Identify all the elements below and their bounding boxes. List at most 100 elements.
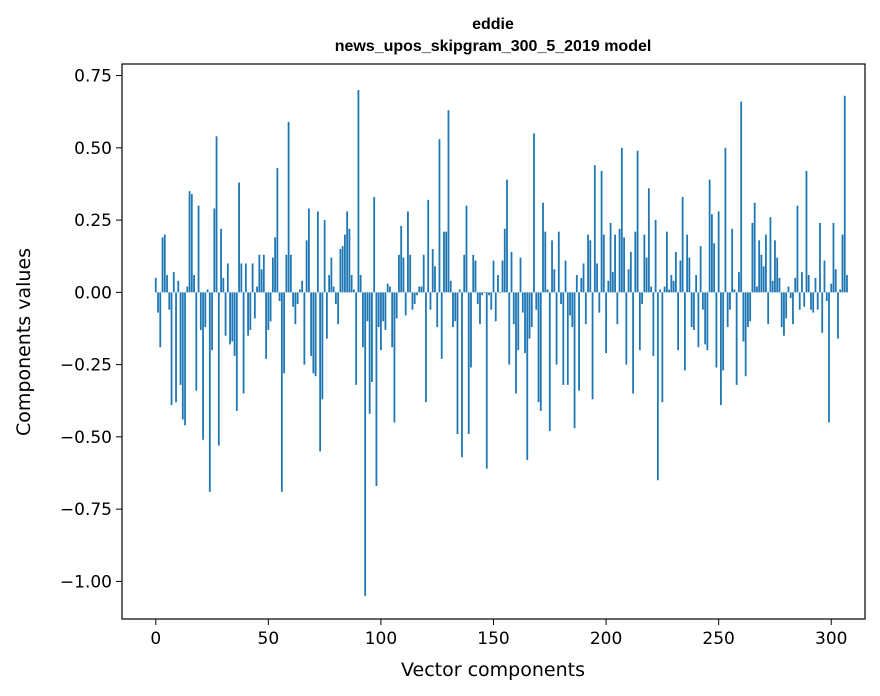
bar-222	[654, 220, 657, 293]
bar-254	[726, 292, 729, 328]
bar-122	[429, 292, 432, 310]
bar-170	[537, 292, 540, 403]
bar-244	[704, 292, 707, 345]
bar-28	[217, 292, 220, 446]
bar-150	[492, 260, 495, 293]
bar-90	[357, 90, 360, 293]
bar-69	[310, 292, 313, 356]
bar-67	[305, 240, 308, 293]
bar-62	[294, 292, 297, 325]
bar-15	[188, 191, 191, 293]
bar-98	[375, 292, 378, 487]
bar-306	[843, 95, 846, 293]
bar-25	[211, 292, 213, 351]
y-tick-label: 0.75	[74, 67, 112, 87]
bar-40	[244, 263, 247, 293]
bar-231	[674, 251, 677, 293]
y-tick-label: −0.50	[60, 428, 112, 448]
bar-196	[596, 263, 598, 293]
bar-181	[562, 292, 565, 385]
bar-126	[438, 139, 441, 293]
y-axis: 0.75 0.50 0.25 0.00 −0.25 −0.50 −0.75 −1.00	[60, 67, 122, 592]
bar-43	[251, 263, 254, 293]
bar-199	[602, 234, 605, 293]
bar-50	[267, 292, 270, 330]
bar-82	[339, 249, 342, 293]
bar-93	[364, 292, 367, 596]
bar-192	[587, 234, 589, 293]
bar-263	[747, 292, 749, 328]
bar-61	[292, 292, 295, 307]
bar-118	[420, 286, 423, 293]
bar-167	[530, 292, 533, 328]
bar-76	[325, 292, 328, 339]
bar-84	[344, 234, 346, 293]
bar-265	[751, 222, 754, 293]
bar-245	[706, 292, 709, 351]
bar-294	[816, 292, 819, 310]
bar-198	[600, 170, 603, 293]
bar-302	[834, 269, 837, 293]
bar-112	[407, 211, 409, 293]
bar-188	[578, 292, 580, 391]
bar-258	[735, 292, 738, 385]
bar-27	[215, 136, 218, 293]
bar-184	[569, 292, 571, 316]
bar-234	[681, 196, 684, 293]
bar-262	[744, 292, 747, 377]
bar-134	[456, 292, 459, 434]
bar-166	[528, 292, 531, 339]
bar-1	[157, 292, 159, 313]
bar-260	[740, 101, 743, 293]
bar-305	[841, 234, 844, 293]
bar-21	[202, 292, 204, 440]
bar-136	[461, 292, 463, 458]
plot-frame	[121, 63, 866, 620]
bar-4	[163, 234, 166, 293]
x-tick-label: 150	[477, 629, 509, 649]
bar-55	[278, 292, 281, 302]
bar-125	[436, 292, 439, 328]
bar-127	[440, 292, 443, 359]
bar-7	[170, 292, 173, 406]
bar-102	[384, 292, 387, 330]
bar-81	[337, 292, 340, 325]
bar-141	[472, 254, 475, 293]
bar-227	[665, 231, 668, 293]
bar-190	[582, 263, 585, 293]
bar-8	[172, 272, 175, 293]
bar-267	[756, 286, 758, 293]
bar-292	[812, 292, 815, 313]
bar-236	[686, 234, 689, 293]
bar-202	[609, 222, 612, 293]
bar-270	[762, 266, 765, 293]
bar-169	[535, 292, 538, 310]
bar-276	[776, 257, 779, 293]
y-tick-label: −0.25	[60, 356, 112, 376]
bar-249	[715, 292, 718, 368]
bar-230	[672, 280, 675, 293]
x-tick-label: 0	[150, 629, 161, 649]
bar-68	[307, 208, 310, 293]
bar-259	[738, 272, 740, 293]
bar-159	[512, 292, 515, 325]
bar-115	[413, 292, 416, 304]
bar-137	[463, 254, 466, 293]
bar-30	[222, 277, 225, 293]
bar-296	[821, 292, 824, 333]
bar-282	[789, 292, 792, 299]
bar-121	[427, 199, 430, 293]
bar-165	[526, 292, 529, 461]
bar-12	[181, 292, 184, 420]
bar-6	[168, 292, 171, 310]
bar-113	[409, 254, 412, 293]
bar-72	[316, 211, 319, 293]
bar-111	[404, 292, 407, 316]
bar-123	[431, 249, 434, 293]
bar-152	[497, 275, 499, 293]
bar-283	[792, 292, 794, 325]
bar-301	[832, 222, 835, 293]
bar-274	[771, 280, 774, 293]
bar-223	[656, 292, 659, 481]
bar-257	[733, 289, 736, 293]
